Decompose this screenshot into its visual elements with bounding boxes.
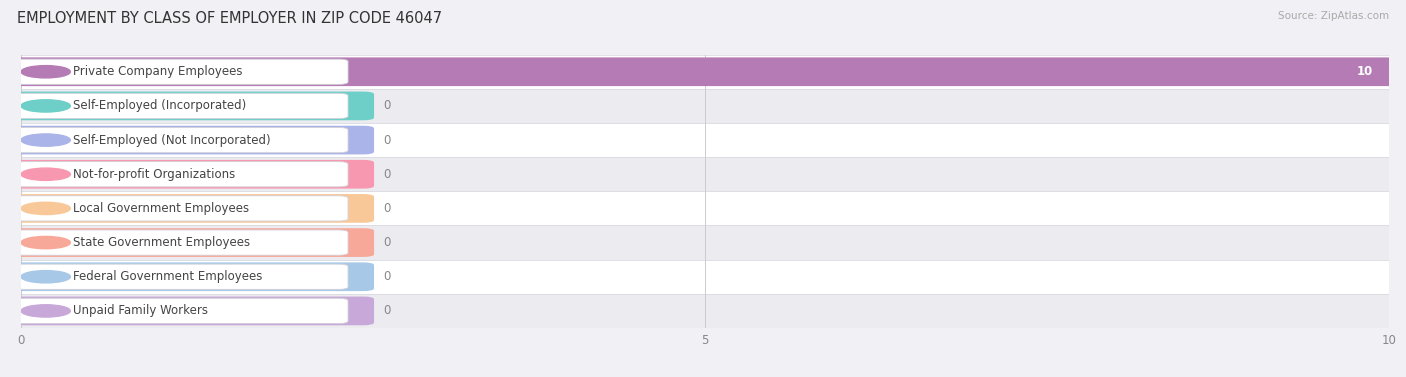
Bar	[21, 89, 1389, 123]
FancyBboxPatch shape	[14, 59, 349, 84]
Text: EMPLOYMENT BY CLASS OF EMPLOYER IN ZIP CODE 46047: EMPLOYMENT BY CLASS OF EMPLOYER IN ZIP C…	[17, 11, 441, 26]
Bar	[21, 123, 1389, 157]
Circle shape	[21, 168, 70, 181]
FancyBboxPatch shape	[14, 230, 349, 255]
Bar	[21, 225, 1389, 260]
Bar	[21, 294, 1389, 328]
Text: Not-for-profit Organizations: Not-for-profit Organizations	[73, 168, 235, 181]
Circle shape	[21, 66, 70, 78]
Text: Private Company Employees: Private Company Employees	[73, 65, 243, 78]
Text: 0: 0	[384, 236, 391, 249]
Text: 0: 0	[384, 270, 391, 283]
Text: 0: 0	[384, 202, 391, 215]
Bar	[21, 260, 1389, 294]
Text: 0: 0	[384, 133, 391, 147]
Circle shape	[21, 100, 70, 112]
FancyBboxPatch shape	[10, 194, 374, 223]
FancyBboxPatch shape	[10, 262, 374, 291]
Circle shape	[21, 305, 70, 317]
Circle shape	[21, 271, 70, 283]
Circle shape	[21, 236, 70, 249]
FancyBboxPatch shape	[10, 228, 374, 257]
Circle shape	[21, 134, 70, 146]
Bar	[21, 157, 1389, 192]
Text: 0: 0	[384, 100, 391, 112]
Text: 0: 0	[384, 304, 391, 317]
Text: Federal Government Employees: Federal Government Employees	[73, 270, 263, 283]
FancyBboxPatch shape	[14, 298, 349, 323]
FancyBboxPatch shape	[14, 196, 349, 221]
Text: State Government Employees: State Government Employees	[73, 236, 250, 249]
FancyBboxPatch shape	[14, 264, 349, 290]
FancyBboxPatch shape	[10, 160, 374, 188]
Text: 10: 10	[1357, 65, 1372, 78]
Text: 0: 0	[384, 168, 391, 181]
FancyBboxPatch shape	[10, 57, 1400, 86]
FancyBboxPatch shape	[14, 93, 349, 118]
Text: Self-Employed (Not Incorporated): Self-Employed (Not Incorporated)	[73, 133, 271, 147]
Circle shape	[21, 202, 70, 215]
FancyBboxPatch shape	[10, 92, 374, 120]
Bar	[21, 192, 1389, 225]
Text: Unpaid Family Workers: Unpaid Family Workers	[73, 304, 208, 317]
FancyBboxPatch shape	[14, 162, 349, 187]
Text: Local Government Employees: Local Government Employees	[73, 202, 249, 215]
Bar	[21, 55, 1389, 89]
Text: Source: ZipAtlas.com: Source: ZipAtlas.com	[1278, 11, 1389, 21]
FancyBboxPatch shape	[10, 297, 374, 325]
FancyBboxPatch shape	[10, 126, 374, 155]
FancyBboxPatch shape	[14, 127, 349, 153]
Text: Self-Employed (Incorporated): Self-Employed (Incorporated)	[73, 100, 246, 112]
